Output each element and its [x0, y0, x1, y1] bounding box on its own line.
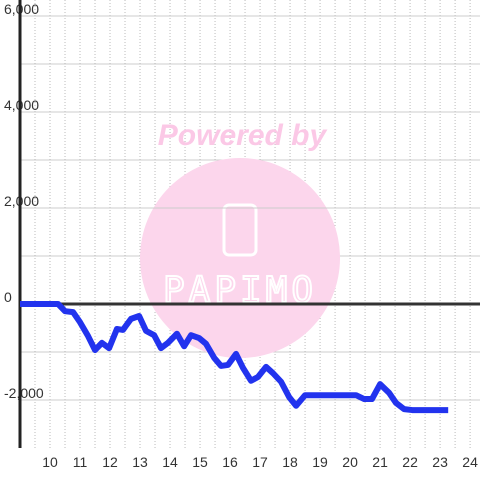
x-tick-label: 23	[432, 454, 448, 470]
y-tick-label: 4,000	[4, 97, 39, 113]
x-tick-label: 11	[73, 454, 88, 470]
watermark-caption: Powered by	[158, 119, 328, 152]
x-tick-label: 16	[222, 454, 238, 470]
x-tick-label: 10	[42, 454, 58, 470]
x-tick-label: 18	[282, 454, 298, 470]
y-tick-label: 2,000	[4, 193, 39, 209]
data-line	[20, 301, 449, 414]
x-tick-label: 15	[192, 454, 208, 470]
x-tick-label: 14	[162, 454, 178, 470]
x-tick-label: 22	[402, 454, 418, 470]
x-tick-label: 19	[312, 454, 328, 470]
watermark-circle	[140, 158, 340, 358]
x-tick-label: 13	[132, 454, 148, 470]
x-tick-label: 12	[102, 454, 118, 470]
x-tick-label: 21	[372, 454, 388, 470]
y-tick-label: 6,000	[4, 1, 39, 17]
watermark-icon	[222, 203, 258, 257]
x-tick-label: 24	[462, 454, 478, 470]
x-tick-label: 17	[252, 454, 268, 470]
watermark: Powered by PAPIMO	[140, 119, 340, 358]
y-tick-label: 0	[4, 289, 12, 305]
y-tick-label: -2,000	[4, 385, 44, 401]
x-tick-label: 20	[342, 454, 358, 470]
